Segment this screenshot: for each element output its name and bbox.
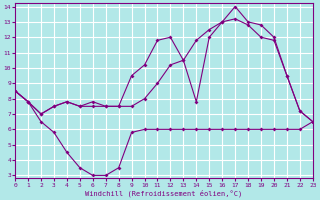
X-axis label: Windchill (Refroidissement éolien,°C): Windchill (Refroidissement éolien,°C): [85, 189, 243, 197]
